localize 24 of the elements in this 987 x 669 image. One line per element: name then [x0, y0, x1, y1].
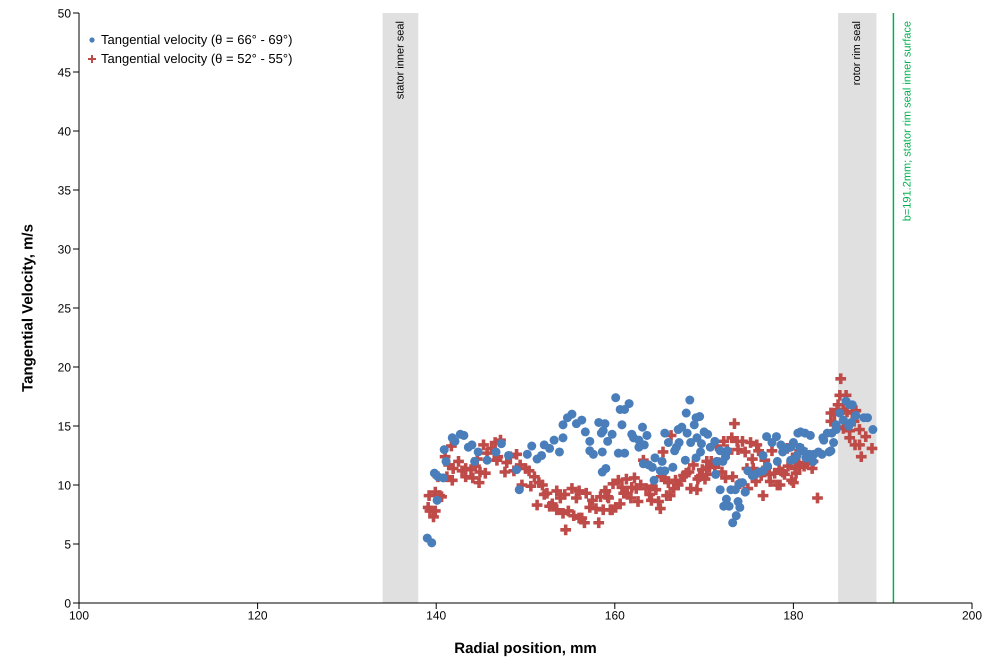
- y-tick-label: 0: [64, 596, 72, 610]
- x-tick-label: 160: [604, 608, 626, 623]
- y-tick-label: 25: [58, 301, 72, 316]
- x-tick-label: 120: [248, 608, 268, 623]
- y-tick-label: 15: [58, 419, 72, 434]
- y-axis-title: Tangential Velocity, m/s: [19, 224, 36, 392]
- x-tick-label: 140: [426, 608, 447, 623]
- x-tick-label: 200: [962, 608, 982, 623]
- legend-label: Tangential velocity (θ = 66° - 69°): [101, 31, 292, 49]
- legend-label: Tangential velocity (θ = 52° - 55°): [101, 50, 292, 68]
- y-tick-label: 30: [58, 242, 72, 256]
- band-label: rotor rim seal: [851, 21, 864, 86]
- y-tick-label: 35: [58, 183, 72, 198]
- ref-line-label: b=191.2mm; stator rim seal inner surface: [901, 21, 914, 222]
- x-tick-label: 100: [68, 608, 90, 623]
- y-tick-label: 50: [58, 6, 72, 20]
- y-tick-label: 20: [58, 360, 72, 374]
- y-tick-label: 45: [58, 65, 72, 80]
- y-tick-label: 40: [58, 124, 72, 138]
- y-tick-label: 10: [58, 478, 72, 492]
- band-label: stator inner seal: [394, 21, 406, 100]
- x-tick-label: 180: [783, 608, 804, 623]
- y-tick-label: 5: [64, 537, 72, 552]
- x-axis-title: Radial position, mm: [454, 640, 597, 657]
